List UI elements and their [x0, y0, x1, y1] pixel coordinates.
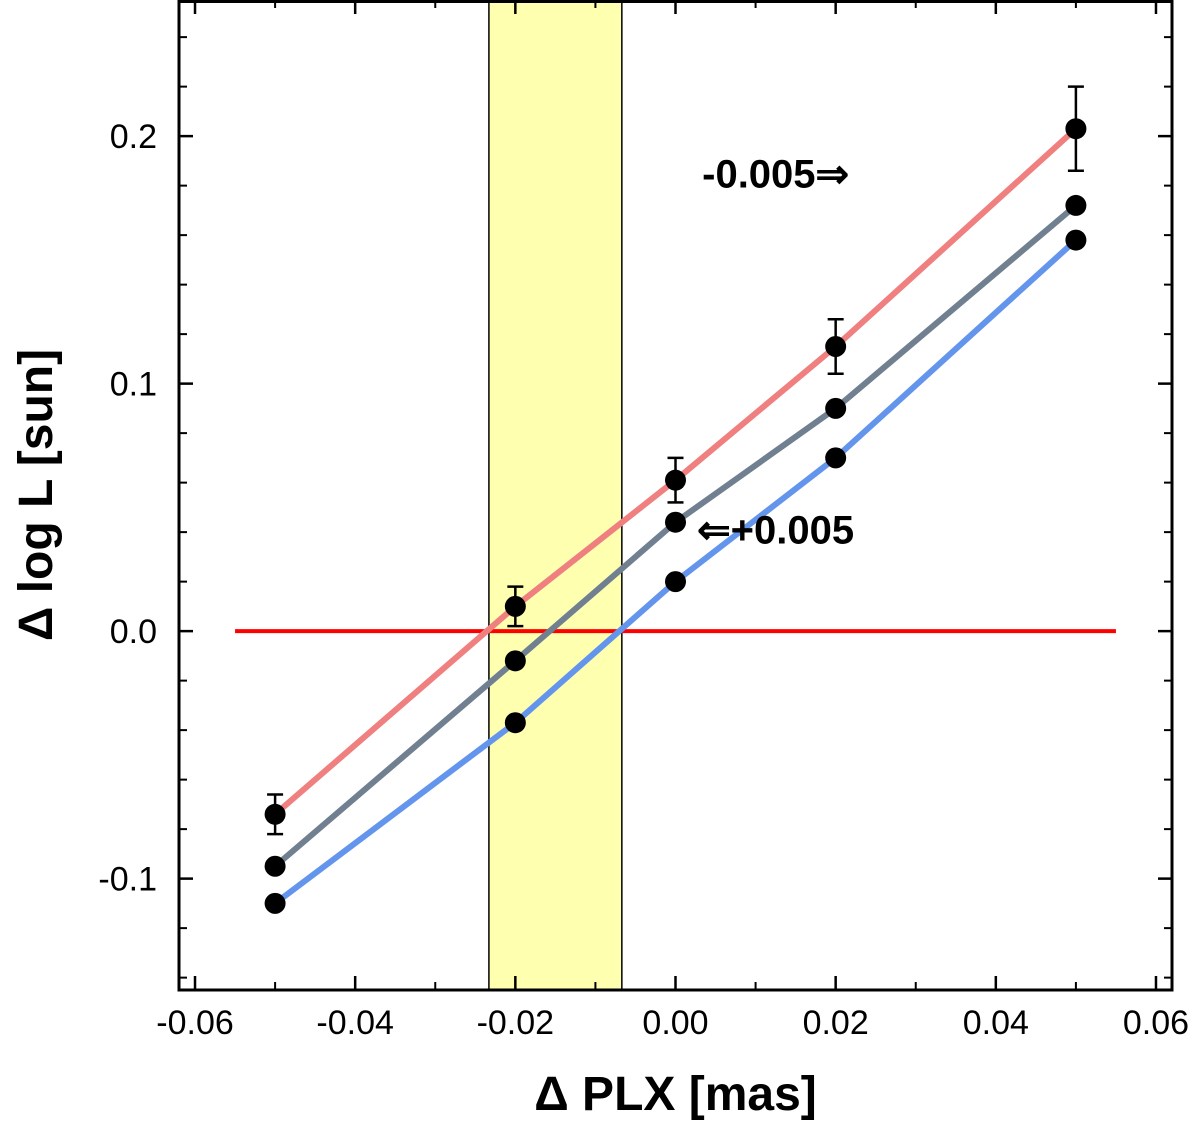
data-points-layer [264, 118, 1087, 914]
data-point [504, 595, 526, 617]
data-point [825, 336, 847, 357]
y-tick-label: -0.1 [98, 861, 157, 899]
series-line-1 [273, 203, 1078, 869]
y-axis-title: Δ log L [sun] [10, 349, 63, 641]
x-tick-label: 0.02 [803, 1004, 869, 1042]
data-point [1065, 118, 1087, 140]
data-point [264, 803, 286, 825]
shaded-band [488, 0, 623, 991]
y-tick-label: 0.2 [110, 118, 157, 156]
ticks-layer [179, 0, 1172, 990]
x-axis-title: Δ PLX [mas] [534, 1068, 817, 1121]
annotation-minus: -0.005⇒ [702, 152, 849, 196]
data-point [665, 511, 686, 533]
x-tick-label: 0.00 [642, 1004, 708, 1042]
y-tick-label: 0.0 [110, 613, 157, 651]
annotation-plus: ⇐+0.005 [697, 509, 854, 553]
data-point [665, 571, 686, 593]
data-point [825, 397, 847, 419]
y-tick-label: 0.1 [110, 366, 157, 404]
x-tick-label: 0.06 [1123, 1004, 1189, 1042]
data-point [825, 447, 847, 469]
data-point [1065, 229, 1087, 251]
data-point [1065, 194, 1087, 216]
x-tick-label: 0.04 [963, 1004, 1029, 1042]
data-point [264, 892, 286, 914]
data-point [264, 855, 286, 877]
shaded-band-layer [488, 0, 623, 991]
x-tick-label: -0.02 [477, 1004, 555, 1042]
data-point [665, 469, 686, 491]
data-point [504, 650, 526, 672]
data-point [504, 712, 526, 734]
x-tick-label: -0.06 [156, 1004, 234, 1042]
x-tick-label: -0.04 [316, 1004, 394, 1042]
error-bars-layer [267, 85, 1084, 836]
tick-labels-layer: -0.06 -0.04 -0.02 0.00 0.02 0.04 0.06 -0.1 0.0 0.… [98, 118, 1189, 1042]
annotations-layer: -0.005⇒ ⇐+0.005 [697, 152, 854, 552]
